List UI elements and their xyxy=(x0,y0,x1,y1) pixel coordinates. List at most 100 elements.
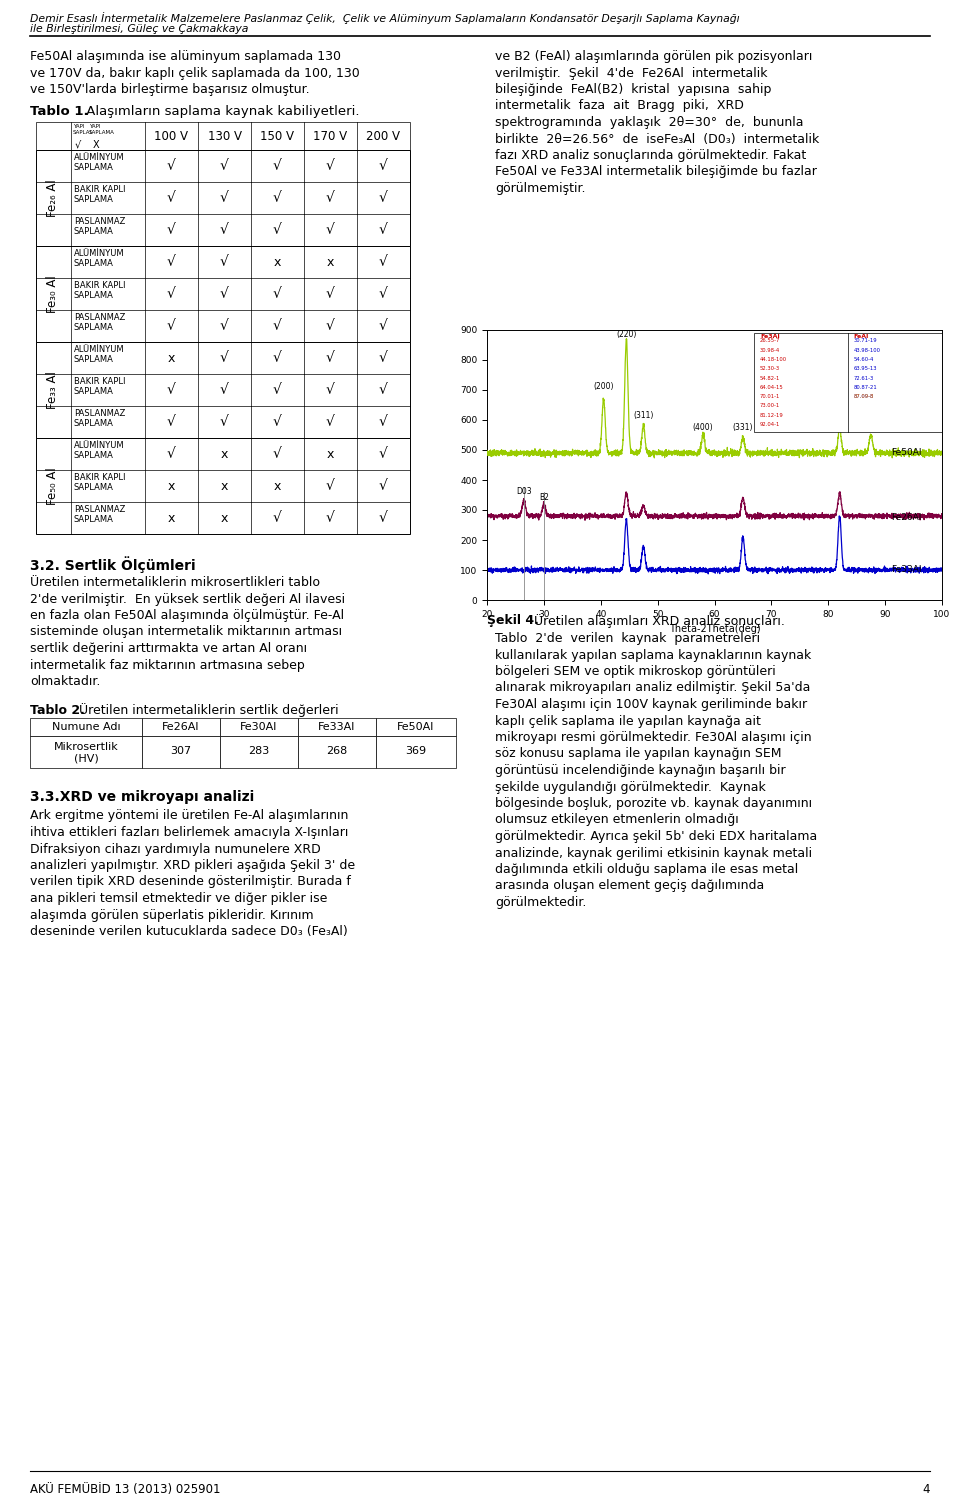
Text: Fe₃₃ Al: Fe₃₃ Al xyxy=(46,371,60,409)
Text: Üretilen intermetaliklerin sertlik değerleri: Üretilen intermetaliklerin sertlik değer… xyxy=(75,703,339,717)
Text: Fe₃₀ Al: Fe₃₀ Al xyxy=(46,275,60,312)
Text: √: √ xyxy=(167,383,176,397)
Text: ALÜMİNYUM
SAPLAMA: ALÜMİNYUM SAPLAMA xyxy=(74,152,125,172)
Text: AKÜ FEMÜBİD 13 (2013) 025901: AKÜ FEMÜBİD 13 (2013) 025901 xyxy=(30,1483,221,1495)
Text: √: √ xyxy=(220,192,228,205)
Text: Tablo 2.: Tablo 2. xyxy=(30,703,84,717)
Bar xyxy=(376,717,456,735)
Text: √: √ xyxy=(273,447,282,462)
Text: √: √ xyxy=(220,352,228,365)
Bar xyxy=(298,717,376,735)
Text: √: √ xyxy=(220,287,228,300)
Text: √: √ xyxy=(326,287,335,300)
Text: D03: D03 xyxy=(516,486,532,495)
Text: ana pikleri temsil etmektedir ve diğer pikler ise: ana pikleri temsil etmektedir ve diğer p… xyxy=(30,892,327,905)
Text: 73.00-1: 73.00-1 xyxy=(760,403,780,409)
Text: 72.61-3: 72.61-3 xyxy=(853,376,875,380)
Text: x: x xyxy=(221,480,228,492)
Text: söz konusu saplama ile yapılan kaynağın SEM: söz konusu saplama ile yapılan kaynağın … xyxy=(495,747,781,761)
Text: görülmemiştir.: görülmemiştir. xyxy=(495,183,586,195)
Text: Difraksiyon cihazı yardımıyla numunelere XRD: Difraksiyon cihazı yardımıyla numunelere… xyxy=(30,842,321,856)
Text: ve B2 (FeAl) alaşımlarında görülen pik pozisyonları: ve B2 (FeAl) alaşımlarında görülen pik p… xyxy=(495,50,812,63)
Text: mikroyapı resmi görülmektedir. Fe30Al alaşımı için: mikroyapı resmi görülmektedir. Fe30Al al… xyxy=(495,730,811,744)
Bar xyxy=(36,343,410,438)
Text: Tablo 1.: Tablo 1. xyxy=(30,106,88,118)
Text: bileşiğinde  FeAl(B2)  kristal  yapısına  sahip: bileşiğinde FeAl(B2) kristal yapısına sa… xyxy=(495,83,772,97)
Text: Fe26Al: Fe26Al xyxy=(162,721,200,732)
Text: √: √ xyxy=(326,352,335,365)
Bar xyxy=(755,333,942,432)
Text: 170 V: 170 V xyxy=(313,130,348,142)
Text: BAKIR KAPLI
SAPLAMA: BAKIR KAPLI SAPLAMA xyxy=(74,186,126,204)
Text: alaşımda görülen süperlatis pikleridir. Kırınım: alaşımda görülen süperlatis pikleridir. … xyxy=(30,908,314,922)
Text: √: √ xyxy=(379,512,388,525)
Bar xyxy=(36,246,410,343)
Text: kaplı çelik saplama ile yapılan kaynağa ait: kaplı çelik saplama ile yapılan kaynağa … xyxy=(495,714,761,727)
Text: √: √ xyxy=(167,287,176,300)
Text: √: √ xyxy=(379,447,388,462)
Text: YAPI
SAPLAI: YAPI SAPLAI xyxy=(73,124,92,134)
Text: Alaşımların saplama kaynak kabiliyetleri.: Alaşımların saplama kaynak kabiliyetleri… xyxy=(82,106,359,118)
Text: x: x xyxy=(221,512,228,525)
Bar xyxy=(30,735,142,768)
Text: √: √ xyxy=(326,512,335,525)
Bar xyxy=(30,717,142,735)
Text: arasında oluşan element geçiş dağılımında: arasında oluşan element geçiş dağılımınd… xyxy=(495,880,764,892)
Text: x: x xyxy=(326,255,334,269)
Text: Fe30Al alaşımı için 100V kaynak geriliminde bakır: Fe30Al alaşımı için 100V kaynak gerilimi… xyxy=(495,699,807,711)
Text: BAKIR KAPLI
SAPLAMA: BAKIR KAPLI SAPLAMA xyxy=(74,281,126,300)
Text: √: √ xyxy=(379,318,388,333)
Text: analizleri yapılmıştır. XRD pikleri aşağıda Şekil 3' de: analizleri yapılmıştır. XRD pikleri aşağ… xyxy=(30,859,355,872)
Text: √: √ xyxy=(273,383,282,397)
Text: analizinde, kaynak gerilimi etkisinin kaynak metali: analizinde, kaynak gerilimi etkisinin ka… xyxy=(495,847,812,860)
Text: ve 150V'larda birleştirme başarısız olmuştur.: ve 150V'larda birleştirme başarısız olmu… xyxy=(30,83,310,97)
Text: 200 V: 200 V xyxy=(367,130,400,142)
Bar xyxy=(220,717,298,735)
Text: ALÜMİNYUM
SAPLAMA: ALÜMİNYUM SAPLAMA xyxy=(74,249,125,269)
Text: Demir Esaslı İntermetalik Malzemelere Paslanmaz Çelik,  Çelik ve Alüminyum Sapla: Demir Esaslı İntermetalik Malzemelere Pa… xyxy=(30,12,739,24)
Text: sertlik değerini arttırmakta ve artan Al oranı: sertlik değerini arttırmakta ve artan Al… xyxy=(30,641,307,655)
Text: ihtiva ettikleri fazları belirlemek amacıyla X-Işınları: ihtiva ettikleri fazları belirlemek amac… xyxy=(30,825,348,839)
Text: BAKIR KAPLI
SAPLAMA: BAKIR KAPLI SAPLAMA xyxy=(74,472,126,492)
Bar xyxy=(142,735,220,768)
Text: 4: 4 xyxy=(923,1483,930,1495)
Text: √: √ xyxy=(167,447,176,462)
Text: 369: 369 xyxy=(405,747,426,756)
Text: kullanılarak yapılan saplama kaynaklarının kaynak: kullanılarak yapılan saplama kaynakların… xyxy=(495,649,811,661)
Text: 70.01-1: 70.01-1 xyxy=(760,394,780,400)
Text: √: √ xyxy=(167,415,176,429)
Text: √: √ xyxy=(220,223,228,237)
Text: Fe50Al: Fe50Al xyxy=(397,721,435,732)
Text: √: √ xyxy=(379,478,388,493)
Text: görülmektedir. Ayrıca şekil 5b' deki EDX haritalama: görülmektedir. Ayrıca şekil 5b' deki EDX… xyxy=(495,830,817,844)
Text: (422): (422) xyxy=(829,404,850,413)
Text: Fe33Al: Fe33Al xyxy=(891,566,922,575)
Text: √: √ xyxy=(273,192,282,205)
Text: ve 170V da, bakır kaplı çelik saplamada da 100, 130: ve 170V da, bakır kaplı çelik saplamada … xyxy=(30,66,360,80)
Text: √: √ xyxy=(379,158,388,174)
Text: 64.04-15: 64.04-15 xyxy=(760,385,783,389)
Text: √: √ xyxy=(220,383,228,397)
Text: √: √ xyxy=(326,415,335,429)
Text: 87.09-8: 87.09-8 xyxy=(853,394,875,400)
Text: √: √ xyxy=(379,255,388,269)
Text: √: √ xyxy=(220,318,228,333)
Text: ile Birleştirilmesi, Güleç ve Çakmakkaya: ile Birleştirilmesi, Güleç ve Çakmakkaya xyxy=(30,24,249,35)
Text: 307: 307 xyxy=(171,747,192,756)
Text: x: x xyxy=(168,480,175,492)
Text: Tablo  2'de  verilen  kaynak  parametreleri: Tablo 2'de verilen kaynak parametreleri xyxy=(495,632,760,644)
Text: intermetalik faz miktarının artmasına sebep: intermetalik faz miktarının artmasına se… xyxy=(30,658,304,672)
Text: PASLANMAZ
SAPLAMA: PASLANMAZ SAPLAMA xyxy=(74,506,126,525)
Text: Fe30Al: Fe30Al xyxy=(240,721,277,732)
Text: (331): (331) xyxy=(732,423,754,432)
Text: alınarak mikroyapıları analiz edilmiştir. Şekil 5a'da: alınarak mikroyapıları analiz edilmiştir… xyxy=(495,682,810,694)
Text: √: √ xyxy=(273,287,282,300)
Bar xyxy=(220,735,298,768)
Text: Üretilen intermetaliklerin mikrosertlikleri tablo: Üretilen intermetaliklerin mikrosertlikl… xyxy=(30,576,320,589)
Text: Şekil 4.: Şekil 4. xyxy=(487,614,539,628)
Text: fazı XRD analiz sonuçlarında görülmektedir. Fakat: fazı XRD analiz sonuçlarında görülmekted… xyxy=(495,149,806,161)
Text: intermetalik  faza  ait  Bragg  piki,  XRD: intermetalik faza ait Bragg piki, XRD xyxy=(495,100,744,113)
Text: √: √ xyxy=(326,158,335,174)
Text: verilmiştir.  Şekil  4'de  Fe26Al  intermetalik: verilmiştir. Şekil 4'de Fe26Al intermeta… xyxy=(495,66,767,80)
Text: PASLANMAZ
SAPLAMA: PASLANMAZ SAPLAMA xyxy=(74,409,126,429)
